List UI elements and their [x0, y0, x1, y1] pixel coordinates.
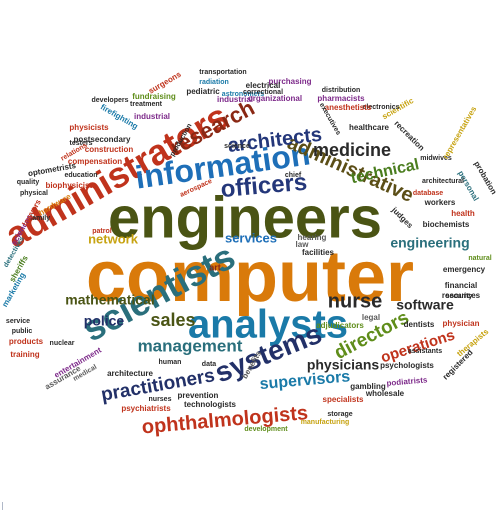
cloud-word-organizational: organizational — [248, 94, 302, 103]
cloud-word-nurse: nurse — [328, 290, 382, 312]
cloud-word-training: training — [10, 350, 39, 359]
cloud-word-psychologists: psychologists — [380, 361, 434, 370]
cloud-word-judges: judges — [389, 205, 415, 231]
cloud-word-natural: natural — [468, 255, 491, 262]
cloud-word-hearing: hearing — [298, 233, 327, 242]
cloud-word-legal: legal — [362, 313, 380, 322]
cloud-word-dentists: dentists — [404, 320, 435, 329]
cloud-word-adjudicators: adjudicators — [316, 321, 364, 330]
cloud-word-management: management — [138, 336, 243, 355]
cloud-word-science: science — [224, 143, 250, 150]
cloud-word-electrical: electrical — [246, 81, 281, 90]
cloud-word-nurses: nurses — [149, 396, 172, 403]
cloud-word-physical: physical — [20, 190, 48, 197]
cloud-word-security: security — [446, 293, 473, 300]
cloud-word-specialists: specialists — [323, 395, 364, 404]
cloud-word-representatives: representatives — [441, 104, 479, 160]
cloud-word-construction: construction — [85, 145, 134, 154]
cloud-word-service: service — [6, 318, 30, 325]
cloud-word-fundraising: fundraising — [132, 92, 176, 101]
cloud-word-manufacturing: manufacturing — [301, 419, 350, 426]
cloud-word-data: data — [202, 361, 217, 368]
cloud-word-analysts: analysts — [188, 303, 348, 347]
cloud-word-financial: financial — [445, 281, 477, 290]
cloud-word-storage: storage — [327, 411, 352, 418]
cloud-word-midwives: midwives — [420, 155, 452, 162]
edge-mark — [2, 502, 6, 510]
cloud-word-recreation: recreation — [392, 119, 426, 153]
cloud-word-products: products — [9, 337, 44, 346]
cloud-word-technologists: technologists — [184, 400, 237, 409]
cloud-word-development: development — [244, 426, 288, 433]
cloud-word-compensation: compensation — [68, 157, 122, 166]
cloud-word-engineers: engineers — [108, 185, 382, 250]
cloud-word-network: network — [88, 231, 139, 246]
cloud-word-prevention: prevention — [178, 391, 219, 400]
cloud-word-astronomers: astronomers — [222, 91, 265, 98]
cloud-word-assistants: assistants — [408, 348, 442, 355]
cloud-word-correctional: correctional — [243, 89, 283, 96]
cloud-word-law: law — [296, 240, 310, 249]
cloud-word-personal: personal — [456, 169, 480, 202]
cloud-word-computer: computer — [86, 237, 414, 317]
cloud-word-biochemists: biochemists — [423, 220, 470, 229]
cloud-word-resources: resources — [442, 291, 481, 300]
cloud-word-quality: quality — [17, 179, 40, 186]
cloud-word-health: health — [451, 209, 475, 218]
cloud-word-police: police — [84, 313, 125, 329]
cloud-word-nuclear: nuclear — [50, 340, 75, 347]
cloud-word-industrial: industrial — [134, 112, 170, 121]
cloud-word-wholesale: wholesale — [365, 389, 405, 398]
cloud-word-patrol: patrol — [92, 228, 112, 235]
cloud-word-physicians: physicians — [307, 357, 380, 373]
cloud-word-public: public — [12, 328, 33, 335]
cloud-word-software: software — [396, 297, 454, 313]
cloud-word-sales: sales — [150, 310, 195, 330]
cloud-word-testers: testers — [70, 140, 93, 147]
cloud-word-distribution: distribution — [322, 87, 361, 94]
cloud-word-anesthetists: anesthetists — [325, 103, 372, 112]
cloud-word-art: art — [209, 262, 221, 272]
cloud-word-physicists: physicists — [69, 123, 109, 132]
cloud-word-chief: chief — [285, 172, 302, 179]
cloud-word-emergency: emergency — [443, 265, 486, 274]
cloud-word-postsecondary: postsecondary — [74, 135, 131, 144]
cloud-word-transportation: transportation — [199, 69, 246, 76]
cloud-word-developers: developers — [92, 97, 129, 104]
cloud-word-mathematical: mathematical — [65, 292, 154, 308]
cloud-word-industrial: industrial — [217, 95, 253, 104]
cloud-word-healthcare: healthcare — [349, 123, 390, 132]
cloud-word-medicine: medicine — [313, 140, 391, 160]
cloud-word-physician: physician — [443, 319, 480, 328]
cloud-word-facilities: facilities — [302, 248, 335, 257]
cloud-word-radiation: radiation — [199, 79, 229, 86]
cloud-word-architecture: architecture — [107, 369, 153, 378]
cloud-word-electronics: electronics — [363, 104, 400, 111]
cloud-word-podiatrists: podiatrists — [386, 375, 428, 388]
cloud-word-education: education — [64, 172, 97, 179]
cloud-word-architectural: architectural — [422, 178, 464, 185]
cloud-word-gambling: gambling — [350, 382, 386, 391]
cloud-word-pharmacists: pharmacists — [317, 94, 365, 103]
cloud-word-purchasing: purchasing — [268, 77, 311, 86]
cloud-word-workers: workers — [424, 198, 456, 207]
cloud-word-pediatric: pediatric — [186, 87, 220, 96]
cloud-word-human: human — [159, 359, 182, 366]
cloud-word-services: services — [225, 230, 277, 245]
cloud-word-database: database — [413, 190, 443, 197]
cloud-word-psychiatrists: psychiatrists — [121, 404, 171, 413]
cloud-word-engineering: engineering — [390, 235, 469, 251]
cloud-word-treatment: treatment — [130, 101, 163, 108]
cloud-word-biophysicists: biophysicists — [45, 181, 97, 190]
cloud-word-family: family — [30, 215, 50, 222]
